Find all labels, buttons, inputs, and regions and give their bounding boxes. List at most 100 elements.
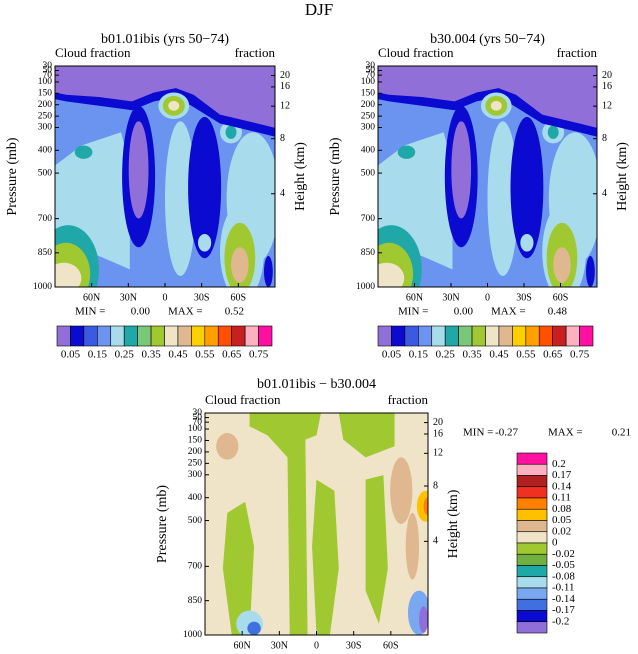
y-tick-label: 850 [361, 248, 376, 258]
colorbar-box [516, 497, 548, 510]
x-tick-label: 60N [406, 292, 423, 303]
colorbar-label: 0.08 [552, 503, 572, 515]
colorbar-box [516, 587, 548, 600]
y-tick-label: 70 [193, 417, 203, 427]
y-tick-label: 150 [361, 89, 376, 99]
min-label: MIN = [398, 306, 428, 318]
panel-title: b30.004 (yrs 50−74) [430, 32, 545, 47]
colorbar-box [512, 325, 527, 347]
y-tick-label: 30 [43, 61, 53, 71]
max-value: 0.21 [612, 427, 631, 439]
y2-tick-label: 20 [280, 70, 290, 81]
y-tick-label: 50 [366, 66, 376, 76]
contour-fill [312, 479, 339, 635]
contour-fill [249, 413, 321, 635]
x-tick-label: 60N [83, 292, 100, 303]
right-label: fraction [388, 392, 429, 407]
y-axis-label: Pressure (mb) [155, 485, 170, 563]
max-label: MAX = [491, 306, 526, 318]
contour-fill [487, 121, 519, 276]
y2-tick-label: 16 [280, 81, 290, 92]
contour-fill [231, 247, 249, 283]
contour-fill [198, 233, 212, 252]
contour-fill [188, 116, 222, 259]
contour-fill [451, 121, 472, 219]
contour-fill [247, 621, 261, 635]
contour-fill [419, 606, 428, 633]
x-tick-label: 60N [234, 640, 251, 651]
contour-fill [165, 121, 196, 276]
y-tick-label: 300 [38, 123, 53, 133]
y-tick-label: 1000 [33, 282, 52, 292]
colorbar-label: 0.15 [88, 349, 108, 361]
contour-fill [378, 66, 597, 128]
colorbar-box [431, 325, 446, 347]
contour-fill [378, 262, 405, 287]
colorbar-box [579, 325, 594, 347]
colorbar-box [110, 325, 125, 347]
colorbar-box [498, 325, 513, 347]
x-tick-label: 30S [194, 292, 210, 303]
colorbar-label: 0.05 [61, 349, 81, 361]
contour-fill [338, 413, 395, 458]
y2-tick-label: 12 [433, 448, 443, 459]
y-tick-label: 100 [38, 77, 53, 87]
colorbar-box [516, 610, 548, 623]
colorbar-label: 0.25 [115, 349, 135, 361]
min-value: 0.00 [454, 306, 474, 318]
colorbar-box [150, 325, 165, 347]
y-tick-label: 70 [366, 70, 376, 80]
y-tick-label: 250 [38, 111, 53, 121]
contour-fill [55, 66, 275, 128]
y2-tick-label: 8 [280, 133, 285, 144]
x-tick-label: 60S [383, 640, 399, 651]
colorbar-box [516, 576, 548, 589]
colorbar-box [204, 325, 219, 347]
contour-fill [168, 100, 180, 111]
x-tick-label: 60S [553, 292, 569, 303]
colorbar-box [525, 325, 540, 347]
colorbar-box [516, 463, 548, 476]
colorbar-label: 0.05 [382, 349, 402, 361]
y-tick-label: 500 [361, 168, 376, 178]
colorbar-box [516, 553, 548, 566]
panel-title: b01.01ibis (yrs 50−74) [101, 32, 229, 47]
contour-field [55, 66, 275, 287]
y-tick-label: 70 [43, 70, 53, 80]
y2-tick-label: 4 [280, 188, 285, 199]
colorbar-label: 0.65 [222, 349, 242, 361]
contour-fill [586, 256, 595, 287]
contour-field [378, 66, 597, 287]
contour-fill [490, 100, 502, 111]
colorbar-label: 0.55 [195, 349, 215, 361]
colorbar-label: 0.2 [552, 458, 566, 470]
colorbar-label: 0.65 [543, 349, 563, 361]
min-value: 0.00 [131, 306, 151, 318]
y-tick-label: 200 [361, 100, 376, 110]
x-tick-label: 30S [516, 292, 532, 303]
colorbar-box [258, 325, 273, 347]
y2-tick-label: 20 [602, 70, 612, 81]
y2-tick-label: 8 [433, 480, 438, 491]
y-tick-label: 700 [38, 214, 53, 224]
left-label: Cloud fraction [378, 45, 454, 60]
x-tick-label: 0 [163, 292, 168, 303]
colorbar-box [552, 325, 567, 347]
colorbar-label: 0.75 [249, 349, 269, 361]
y-tick-label: 1000 [356, 282, 375, 292]
y-tick-label: 300 [188, 470, 203, 480]
colorbar-box [177, 325, 192, 347]
colorbar-label: 0.55 [516, 349, 536, 361]
x-tick-label: 0 [314, 640, 319, 651]
min-label: MIN = [463, 427, 493, 439]
y-tick-label: 150 [38, 89, 53, 99]
contour-field [205, 413, 428, 635]
y2-tick-label: 4 [433, 536, 438, 547]
colorbar-label: 0.45 [489, 349, 509, 361]
colorbar-label: -0.14 [552, 593, 575, 605]
y-tick-label: 500 [188, 516, 203, 526]
colorbar-box [516, 452, 548, 465]
x-tick-label: 30S [346, 640, 362, 651]
colorbar-box [444, 325, 459, 347]
